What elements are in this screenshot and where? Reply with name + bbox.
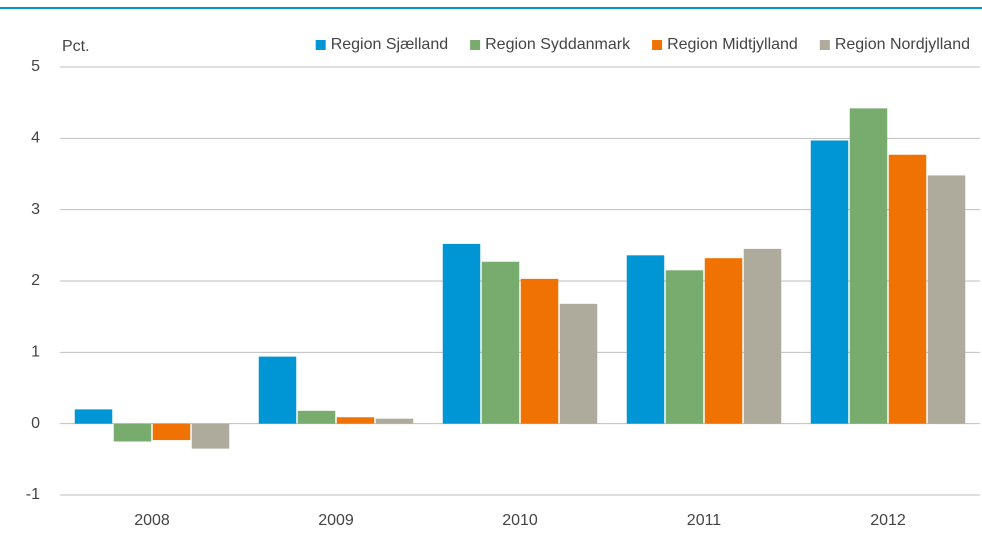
- x-tick-label: 2012: [870, 512, 906, 529]
- y-tick-label: 4: [31, 130, 40, 147]
- legend-swatch: [470, 40, 481, 50]
- bar: [810, 140, 849, 424]
- legend-swatch: [819, 40, 830, 50]
- bar: [626, 255, 665, 424]
- bar: [927, 175, 966, 424]
- bar: [375, 418, 414, 424]
- bar: [113, 423, 152, 442]
- y-tick-label: -1: [26, 486, 40, 503]
- y-axis-label: Pct.: [62, 38, 90, 55]
- legend-label: Region Nordjylland: [835, 36, 970, 53]
- legend-swatch: [315, 40, 326, 50]
- legend-label: Region Sjælland: [331, 36, 448, 53]
- bar: [481, 261, 520, 424]
- y-tick-label: 3: [31, 201, 40, 218]
- legend-label: Region Syddanmark: [485, 36, 631, 53]
- legend-label: Region Midtjylland: [667, 36, 798, 53]
- bar: [442, 243, 481, 424]
- x-tick-label: 2010: [502, 512, 538, 529]
- bar: [297, 410, 336, 424]
- bar: [849, 108, 888, 424]
- x-tick-label: 2011: [687, 512, 722, 529]
- x-tick-label: 2009: [318, 512, 354, 529]
- y-tick-label: 2: [31, 272, 40, 289]
- bar: [559, 303, 598, 424]
- bar: [74, 409, 113, 424]
- legend-swatch: [652, 40, 663, 50]
- bar: [704, 258, 743, 424]
- bar: [191, 423, 230, 449]
- x-tick-label: 2008: [134, 512, 170, 529]
- bar: [665, 270, 704, 424]
- y-tick-label: 1: [31, 344, 40, 361]
- bar: [258, 356, 297, 424]
- bar: [152, 423, 191, 441]
- bar: [743, 248, 782, 424]
- bar: [520, 278, 559, 424]
- y-tick-label: 5: [31, 58, 40, 75]
- bar: [888, 154, 927, 424]
- bar: [336, 417, 375, 424]
- y-tick-label: 0: [31, 415, 40, 432]
